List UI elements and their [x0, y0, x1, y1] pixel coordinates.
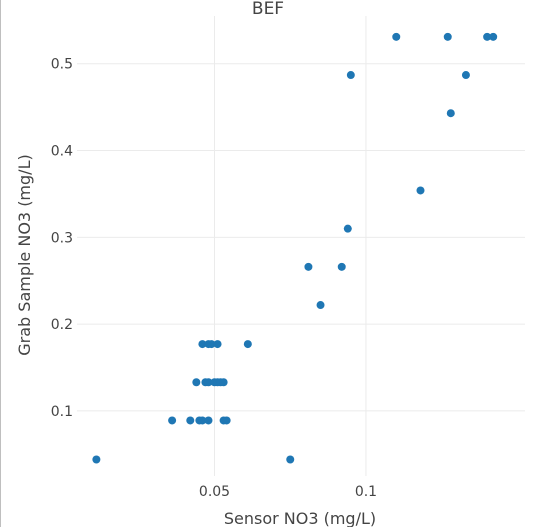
- data-point: [198, 416, 207, 425]
- y-tick-label: 0.4: [51, 144, 73, 160]
- data-point: [198, 340, 207, 349]
- x-axis-title: Sensor NO3 (mg/L): [224, 509, 376, 527]
- x-gridlines: [214, 16, 367, 476]
- x-tick-label: 0.1: [355, 484, 377, 500]
- y-tick-label: 0.5: [51, 57, 73, 73]
- y-tick-label: 0.1: [51, 404, 73, 420]
- data-point: [243, 340, 252, 349]
- data-point: [316, 301, 325, 310]
- data-point: [204, 416, 213, 425]
- data-point: [443, 32, 452, 41]
- data-point: [416, 186, 425, 195]
- frame-left-edge: [0, 0, 1, 527]
- data-point: [483, 32, 492, 41]
- data-point: [213, 340, 222, 349]
- x-tick-labels: 0.05 0.1: [199, 484, 377, 500]
- data-point: [337, 262, 346, 271]
- data-point: [446, 109, 455, 118]
- data-point: [186, 416, 195, 425]
- y-axis-title: Grab Sample NO3 (mg/L): [15, 154, 34, 355]
- chart-title: BEF: [252, 0, 284, 19]
- data-point: [222, 416, 231, 425]
- data-point: [168, 416, 177, 425]
- y-gridlines: [77, 63, 525, 412]
- data-point: [204, 378, 213, 387]
- data-point: [207, 340, 216, 349]
- x-tick-label: 0.05: [199, 484, 230, 500]
- data-point: [489, 32, 498, 41]
- y-tick-label: 0.2: [51, 317, 73, 333]
- data-point: [392, 32, 401, 41]
- data-point: [192, 378, 201, 387]
- y-tick-labels: 0.1 0.2 0.3 0.4 0.5: [51, 57, 73, 420]
- data-point: [346, 71, 355, 80]
- data-point: [286, 455, 295, 464]
- y-tick-label: 0.3: [51, 230, 73, 246]
- data-point: [343, 224, 352, 233]
- data-point: [219, 378, 228, 387]
- data-point: [461, 71, 470, 80]
- data-points: [92, 32, 498, 464]
- data-point: [92, 455, 101, 464]
- data-point: [304, 262, 313, 271]
